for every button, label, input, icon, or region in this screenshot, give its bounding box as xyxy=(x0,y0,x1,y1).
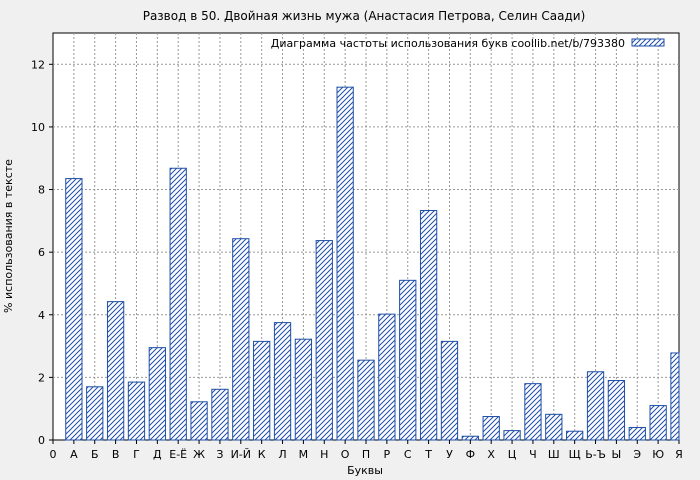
x-tick-label: Т xyxy=(424,448,432,461)
x-tick-label: О xyxy=(341,448,350,461)
y-tick-label: 10 xyxy=(31,121,45,134)
x-tick-label: С xyxy=(404,448,412,461)
bar-В xyxy=(106,301,125,441)
bar-Б xyxy=(86,386,104,441)
x-tick-label: Д xyxy=(153,448,162,461)
bar-Ц xyxy=(503,430,521,441)
bar-Т xyxy=(419,210,438,441)
y-tick-label: 8 xyxy=(38,184,45,197)
x-tick-label: А xyxy=(70,448,78,461)
x-tick-label: Ч xyxy=(529,448,537,461)
y-axis-ticks: 0 2 4 6 8 10 12 xyxy=(31,58,53,447)
x-tick-label: Ф xyxy=(466,448,475,461)
x-axis-label: Буквы xyxy=(347,464,383,477)
bar-З xyxy=(211,388,229,441)
x-tick-label: У xyxy=(446,448,453,461)
y-tick-label: 6 xyxy=(38,246,45,259)
bar-Н xyxy=(315,240,333,441)
bar-И-Й xyxy=(232,238,250,441)
bar-Ч xyxy=(524,383,542,441)
bar-Ю xyxy=(649,405,667,441)
x-tick-label: Х xyxy=(487,448,495,461)
bar-Ф xyxy=(461,435,479,441)
bar-Ь-Ъ xyxy=(586,371,605,441)
bar-Л xyxy=(273,322,292,441)
bar-Ж xyxy=(190,401,208,441)
x-tick-label: И-Й xyxy=(231,448,251,461)
x-tick-label: Э xyxy=(633,448,641,461)
bar-Д xyxy=(148,347,166,441)
x-tick-label: З xyxy=(216,448,223,461)
y-tick-label: 2 xyxy=(38,371,45,384)
bar-М xyxy=(294,338,313,441)
x-tick-label: П xyxy=(362,448,370,461)
y-tick-label: 0 xyxy=(38,434,45,447)
bar-У xyxy=(440,340,459,441)
x-tick-label: Щ xyxy=(569,448,581,461)
x-tick-label: 0 xyxy=(50,448,57,461)
y-tick-label: 12 xyxy=(31,58,45,71)
bar-Р xyxy=(378,313,396,441)
x-axis-ticks: 0 А Б В Г Д Е-Ё Ж З И-Й К Л М Н О П Р С Т У Ф Х Ц Ч Ш Щ Ь-Ъ Ы Э Ю Я xyxy=(50,440,683,461)
x-tick-label: Ь-Ъ xyxy=(585,448,606,461)
bar-О xyxy=(336,86,354,441)
bar-Ы xyxy=(607,380,626,441)
bar-Ш xyxy=(545,413,563,441)
x-tick-label: Ы xyxy=(612,448,622,461)
x-tick-label: Р xyxy=(384,448,391,461)
x-tick-label: Е-Ё xyxy=(169,448,187,461)
bar-П xyxy=(357,359,375,441)
bar-Г xyxy=(127,381,146,441)
bars xyxy=(65,86,680,441)
bar-Щ xyxy=(566,430,584,441)
x-tick-label: Л xyxy=(278,448,286,461)
x-tick-label: М xyxy=(299,448,309,461)
bar-С xyxy=(399,279,417,441)
x-tick-label: Ш xyxy=(548,448,560,461)
x-tick-label: Н xyxy=(320,448,328,461)
legend-label: Диаграмма частоты использования букв coo… xyxy=(271,37,625,50)
x-tick-label: К xyxy=(258,448,266,461)
bar-А xyxy=(65,178,83,441)
x-tick-label: В xyxy=(112,448,120,461)
x-tick-label: Б xyxy=(91,448,99,461)
bar-Э xyxy=(628,426,646,441)
y-axis-label: % использования в тексте xyxy=(2,159,15,313)
bar-Х xyxy=(482,416,500,441)
bar-Е-Ё xyxy=(169,167,187,441)
x-tick-label: Я xyxy=(675,448,683,461)
x-tick-label: Г xyxy=(133,448,140,461)
bar-Я xyxy=(670,352,680,441)
legend: Диаграмма частоты использования букв coo… xyxy=(271,37,665,50)
y-tick-label: 4 xyxy=(38,309,45,322)
bar-К xyxy=(253,340,271,441)
legend-swatch xyxy=(631,38,665,47)
x-tick-label: Ж xyxy=(193,448,205,461)
chart-title: Развод в 50. Двойная жизнь мужа (Анастас… xyxy=(143,9,586,23)
x-tick-label: Ц xyxy=(508,448,517,461)
x-tick-label: Ю xyxy=(652,448,664,461)
